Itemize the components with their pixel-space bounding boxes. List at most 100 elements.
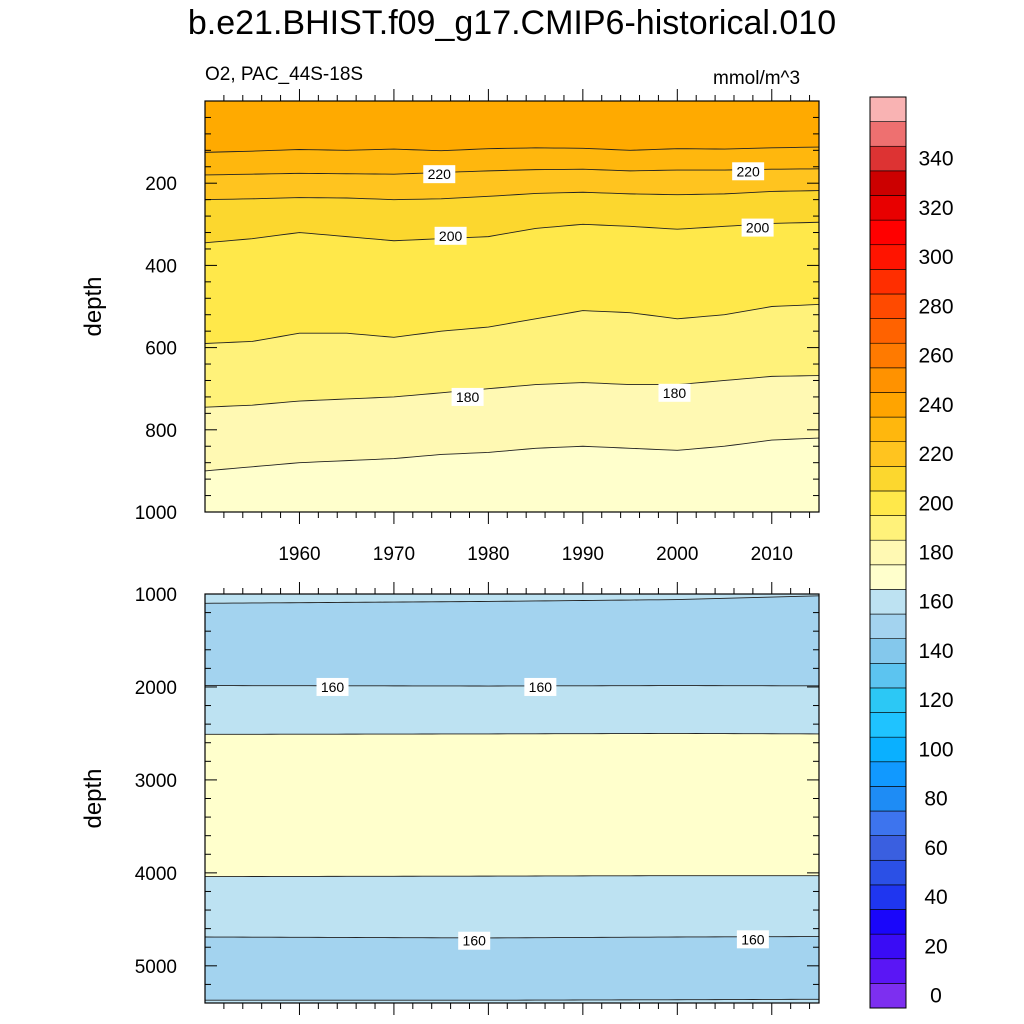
colorbar-box — [869, 441, 907, 467]
contour-label: 220 — [423, 165, 456, 184]
colorbar-box — [869, 219, 907, 246]
contour-label-box — [423, 165, 456, 184]
contour-line — [204, 146, 820, 153]
colorbar-label: 200 — [918, 492, 953, 515]
contour-label-text: 200 — [746, 220, 770, 236]
contour-band — [205, 304, 819, 408]
y-tick-label: 800 — [145, 421, 177, 442]
colorbar-box — [869, 712, 907, 738]
colorbar-box — [869, 761, 907, 787]
colorbar-label: 260 — [918, 345, 953, 368]
contour-line — [204, 168, 820, 176]
colorbar-box — [869, 244, 907, 270]
colorbar-box — [869, 909, 907, 935]
colorbar-label: 140 — [918, 640, 953, 663]
colorbar-box — [869, 96, 907, 122]
contour-band — [205, 222, 819, 344]
x-tick-label: 1980 — [467, 544, 509, 565]
contour-band — [205, 595, 819, 687]
y-tick-label: 5000 — [135, 957, 177, 978]
x-tick-label: 1960 — [278, 544, 320, 565]
contour-label: 160 — [524, 677, 557, 696]
colorbar-label: 180 — [918, 542, 953, 565]
x-tick-label: 1990 — [562, 544, 604, 565]
colorbar-label: 300 — [918, 246, 953, 269]
contour-line — [204, 936, 820, 939]
contour-label: 180 — [658, 383, 691, 402]
variable-label: O2, PAC_44S-18S — [205, 64, 364, 85]
colorbar-box — [869, 589, 907, 615]
contour-band — [205, 147, 819, 175]
contour-label-box — [658, 383, 691, 402]
contour-band — [205, 733, 819, 877]
colorbar-box — [869, 367, 907, 393]
contour-label-text: 160 — [741, 931, 765, 947]
colorbar-box — [869, 638, 907, 664]
contour-label-text: 180 — [663, 385, 687, 401]
contour-label-text: 160 — [463, 933, 487, 949]
contour-line — [205, 998, 820, 1001]
units-label: mmol/m^3 — [713, 68, 801, 89]
contour-line — [204, 303, 820, 344]
colorbar-label: 340 — [918, 148, 953, 171]
contour-label-text: 160 — [321, 679, 345, 695]
contour-label-box — [524, 677, 557, 696]
colorbar-label: 240 — [918, 394, 953, 417]
colorbar-box — [869, 515, 907, 541]
colorbar-box — [869, 539, 907, 566]
contour-label-text: 180 — [456, 389, 480, 405]
colorbar-label: 160 — [918, 591, 953, 614]
colorbar-box — [869, 342, 907, 369]
colorbar-box — [869, 416, 907, 443]
contour-label: 200 — [434, 226, 467, 245]
colorbar-box — [869, 318, 907, 344]
contour-line — [204, 732, 820, 735]
colorbar-label: 20 — [924, 935, 947, 958]
colorbar-label: 40 — [924, 886, 947, 909]
x-axis: 1960 1970 1980 1990 2000 2010 — [223, 89, 811, 565]
contour-line — [204, 437, 820, 472]
contour-label-box — [316, 677, 349, 696]
colorbar-box — [869, 786, 907, 812]
contour-band — [205, 438, 819, 512]
contour-label-text: 160 — [529, 679, 553, 695]
y-tick-label: 3000 — [135, 771, 177, 792]
colorbar-box — [869, 662, 907, 689]
colorbar-box — [869, 564, 907, 590]
y-tick-label: 200 — [145, 174, 177, 195]
plot-frame — [204, 100, 820, 513]
y-axis-label: depth — [80, 768, 107, 828]
chart-title: b.e21.BHIST.f09_g17.CMIP6-historical.010 — [187, 4, 837, 42]
y-tick-label: 4000 — [135, 864, 177, 885]
contour-label-box — [741, 218, 774, 237]
contour-label-box — [451, 387, 484, 406]
contour-label: 200 — [741, 218, 774, 237]
y-tick-label: 400 — [145, 256, 177, 277]
colorbar-box — [869, 736, 907, 763]
contour-band — [205, 875, 819, 938]
colorbar-box — [869, 859, 907, 886]
colorbar-label: 120 — [918, 689, 953, 712]
contour-line — [204, 375, 820, 408]
upper-panel: 220 220 200 200 180 180 200 400 600 800 1000 depth 1… — [80, 89, 820, 565]
colorbar-box — [869, 269, 907, 295]
colorbar-label: 320 — [918, 197, 953, 220]
contour-label-box — [458, 931, 491, 950]
contour-label: 160 — [458, 931, 491, 950]
contour-band — [205, 685, 819, 735]
colorbar-box — [869, 145, 907, 172]
x-tick-label: 2000 — [656, 544, 698, 565]
contour-line — [204, 595, 820, 604]
contour-label: 160 — [316, 677, 349, 696]
colorbar-box — [869, 983, 907, 1009]
colorbar-box — [869, 810, 907, 836]
contour-label-box — [736, 930, 769, 949]
y-tick-label: 600 — [145, 339, 177, 360]
colorbar-box — [869, 466, 907, 492]
colorbar-box — [869, 293, 907, 319]
colorbar-box — [869, 121, 907, 147]
y-axis: 1000 2000 3000 4000 5000 — [135, 585, 819, 1004]
colorbar-label: 280 — [918, 295, 953, 318]
colorbar-label: 220 — [918, 443, 953, 466]
